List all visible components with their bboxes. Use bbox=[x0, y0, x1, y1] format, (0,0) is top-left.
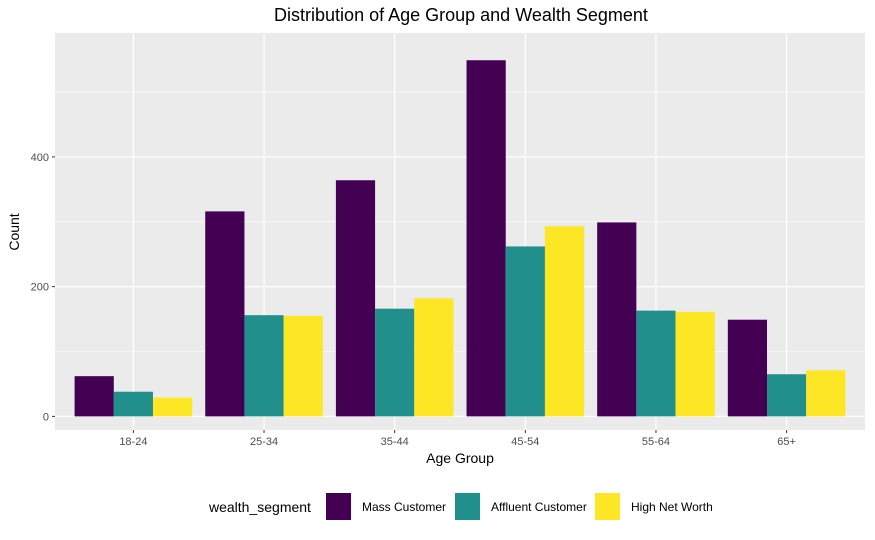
x-axis-title: Age Group bbox=[426, 450, 494, 466]
bar bbox=[544, 226, 585, 417]
bar bbox=[375, 308, 415, 417]
legend-label: Affluent Customer bbox=[491, 500, 587, 514]
y-axis: 0 200 400 bbox=[31, 152, 55, 423]
x-tick-label: 45-54 bbox=[511, 436, 539, 448]
x-axis: 18-24 25-34 35-44 45-54 55-64 65+ bbox=[119, 430, 796, 448]
bar bbox=[205, 211, 245, 417]
legend-label: Mass Customer bbox=[362, 500, 446, 514]
y-tick-label: 200 bbox=[31, 282, 49, 294]
bar bbox=[675, 311, 715, 417]
x-tick-label: 35-44 bbox=[381, 436, 409, 448]
bar bbox=[466, 60, 506, 417]
legend-label: High Net Worth bbox=[631, 500, 713, 514]
bar bbox=[597, 222, 637, 417]
bar bbox=[152, 397, 193, 417]
bar bbox=[636, 310, 676, 417]
bar bbox=[806, 370, 846, 417]
legend-title: wealth_segment bbox=[208, 499, 311, 515]
legend-key bbox=[326, 493, 351, 520]
x-tick-label: 25-34 bbox=[250, 436, 278, 448]
bar bbox=[727, 319, 768, 417]
bar bbox=[335, 180, 376, 417]
legend-key bbox=[595, 493, 620, 520]
bar bbox=[283, 315, 323, 417]
x-tick-label: 65+ bbox=[777, 436, 796, 448]
legend-key bbox=[455, 493, 480, 520]
bar bbox=[74, 376, 114, 417]
bar bbox=[414, 298, 454, 417]
bars bbox=[74, 60, 846, 417]
bar bbox=[244, 315, 284, 417]
y-tick-label: 400 bbox=[31, 152, 49, 164]
bar bbox=[767, 374, 807, 417]
bar bbox=[505, 246, 545, 417]
x-tick-label: 18-24 bbox=[119, 436, 147, 448]
y-tick-label: 0 bbox=[43, 411, 49, 423]
chart-title: Distribution of Age Group and Wealth Seg… bbox=[274, 5, 648, 25]
y-axis-title: Count bbox=[6, 213, 22, 250]
bar bbox=[113, 391, 153, 417]
x-tick-label: 55-64 bbox=[642, 436, 670, 448]
legend: wealth_segment Mass Customer Affluent Cus… bbox=[208, 493, 713, 520]
